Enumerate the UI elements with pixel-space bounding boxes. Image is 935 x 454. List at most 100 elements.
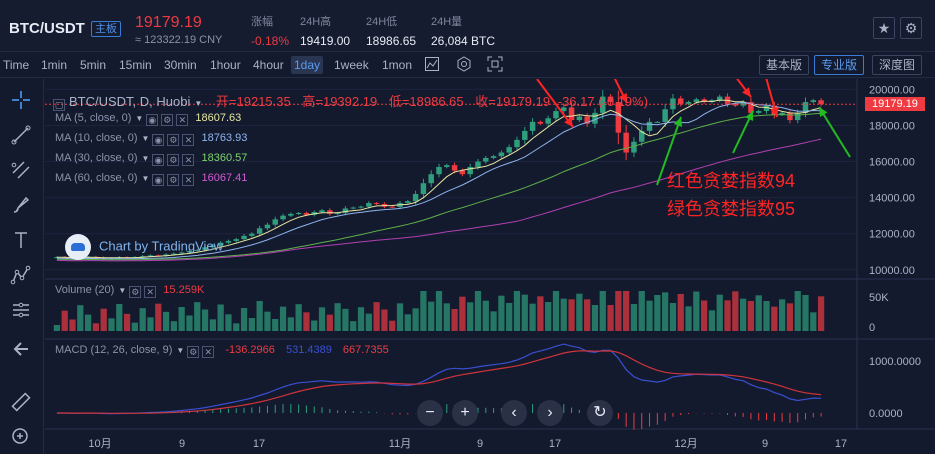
macd-value-2: 531.4389	[285, 344, 332, 356]
settings-icon[interactable]: ⚙	[167, 154, 180, 166]
close-icon[interactable]: ✕	[176, 114, 189, 126]
indicator-settings-icon[interactable]	[455, 56, 473, 74]
fib-icon[interactable]	[8, 157, 34, 183]
chevron-down-icon[interactable]: ▼	[194, 99, 203, 108]
scroll-right-button[interactable]: ›	[537, 400, 563, 426]
last-price-tag: 19179.19	[865, 97, 925, 112]
stat-24h-high: 24H高 19419.00	[300, 13, 350, 48]
view-basic-button[interactable]: 基本版	[759, 55, 810, 75]
settings-icon[interactable]: ⚙	[167, 174, 180, 186]
chevron-down-icon[interactable]: ▼	[176, 346, 185, 355]
tf-5min[interactable]: 5min	[80, 58, 107, 72]
candle-body	[334, 212, 341, 214]
candle-body	[779, 112, 785, 115]
collapse-icon[interactable]: ▢	[53, 99, 65, 111]
candle-body	[818, 100, 824, 105]
time-axis-label: 17	[549, 438, 561, 450]
candle-body	[810, 100, 817, 103]
ma30-label: MA (30, close, 0)	[55, 152, 138, 164]
candle-body	[186, 250, 193, 253]
tf-1mon[interactable]: 1mon	[382, 58, 413, 72]
tf-1day[interactable]: 1day	[291, 56, 324, 74]
annotation-red: 红色贪婪指数94	[667, 171, 796, 191]
ruler-icon[interactable]	[8, 389, 34, 415]
volume-bar	[685, 306, 692, 331]
volume-bar	[435, 291, 443, 331]
candle-body	[295, 212, 302, 214]
fullscreen-icon[interactable]	[486, 56, 504, 74]
star-icon[interactable]: ★	[873, 17, 895, 39]
price-axis-label: 16000.00	[869, 157, 915, 169]
tf-time[interactable]: Time	[3, 58, 30, 72]
chart-area[interactable]: 20000.00 18000.00 16000.00 14000.00 12000.00…	[45, 79, 935, 454]
scroll-left-button[interactable]: ‹	[501, 400, 527, 426]
text-icon[interactable]	[8, 227, 34, 253]
close-icon[interactable]: ✕	[144, 286, 157, 298]
eye-icon[interactable]: ◉	[152, 134, 165, 146]
pattern-icon[interactable]	[8, 262, 34, 288]
crosshair-icon[interactable]	[8, 87, 34, 113]
close-icon[interactable]: ✕	[182, 134, 195, 146]
zoom-out-button[interactable]: −	[417, 400, 443, 426]
chevron-down-icon[interactable]: ▼	[141, 134, 150, 143]
tf-30min[interactable]: 30min	[164, 58, 197, 72]
reset-button[interactable]: ↻	[587, 400, 613, 426]
eye-icon[interactable]: ◉	[146, 114, 159, 126]
candle-body	[280, 215, 286, 220]
chevron-down-icon[interactable]: ▼	[141, 174, 150, 183]
chevron-down-icon[interactable]: ▼	[118, 286, 127, 295]
candle-body	[740, 102, 746, 106]
volume-bar	[560, 298, 567, 331]
volume-bar	[662, 292, 669, 331]
candle-body	[529, 121, 536, 131]
measure-icon[interactable]	[8, 297, 34, 323]
volume-bar	[802, 295, 809, 331]
volume-bar	[311, 320, 318, 331]
eye-icon[interactable]: ◉	[152, 154, 165, 166]
ma30-value: 18360.57	[201, 152, 248, 164]
tf-1hour[interactable]: 1hour	[210, 58, 241, 72]
candle-body	[498, 152, 505, 157]
volume-bar	[155, 303, 162, 331]
ma30-line	[56, 112, 822, 261]
candle-body	[171, 253, 177, 255]
chart-svg[interactable]: 20000.00 18000.00 16000.00 14000.00 12000.00…	[45, 79, 935, 454]
settings-icon[interactable]: ⚙	[187, 346, 200, 358]
volume-bar	[591, 305, 599, 331]
trend-line-icon[interactable]	[8, 122, 34, 148]
view-pro-button[interactable]: 专业版	[814, 55, 865, 75]
macd-axis-label: 1000.0000	[869, 356, 921, 368]
tf-1week[interactable]: 1week	[334, 58, 369, 72]
price-axis-label: 18000.00	[869, 120, 915, 132]
macd-value-3: 667.7355	[342, 344, 389, 356]
red-arrow-head	[564, 117, 573, 127]
gear-icon[interactable]: ⚙	[900, 17, 922, 39]
brush-icon[interactable]	[8, 192, 34, 218]
close-icon[interactable]: ✕	[182, 154, 195, 166]
back-arrow-icon[interactable]	[8, 336, 34, 362]
tf-15min[interactable]: 15min	[119, 58, 152, 72]
zoom-in-icon[interactable]	[8, 424, 34, 450]
chevron-down-icon[interactable]: ▼	[135, 114, 144, 123]
close-icon[interactable]: ✕	[182, 174, 195, 186]
view-depth-button[interactable]: 深度图	[872, 55, 923, 75]
candle-body	[678, 98, 684, 104]
price-axis-label: 10000.00	[869, 265, 915, 277]
tf-1min[interactable]: 1min	[41, 58, 68, 72]
candle-body	[358, 206, 364, 208]
settings-icon[interactable]: ⚙	[167, 134, 180, 146]
pair-title[interactable]: BTC/USDT	[9, 20, 85, 37]
eye-icon[interactable]: ◉	[152, 174, 165, 186]
settings-icon[interactable]: ⚙	[161, 114, 174, 126]
volume-bar	[279, 306, 287, 331]
chevron-down-icon[interactable]: ▼	[141, 154, 150, 163]
candle-body	[444, 165, 450, 167]
drawing-toolbar	[0, 79, 44, 454]
volume-bar	[412, 308, 419, 331]
close-icon[interactable]: ✕	[202, 346, 215, 358]
change-value: -36.17 (-0.19%)	[557, 94, 649, 109]
settings-icon[interactable]: ⚙	[129, 286, 142, 298]
candle-chart-icon[interactable]	[423, 56, 441, 74]
tf-4hour[interactable]: 4hour	[253, 58, 284, 72]
zoom-in-button[interactable]: +	[452, 400, 478, 426]
